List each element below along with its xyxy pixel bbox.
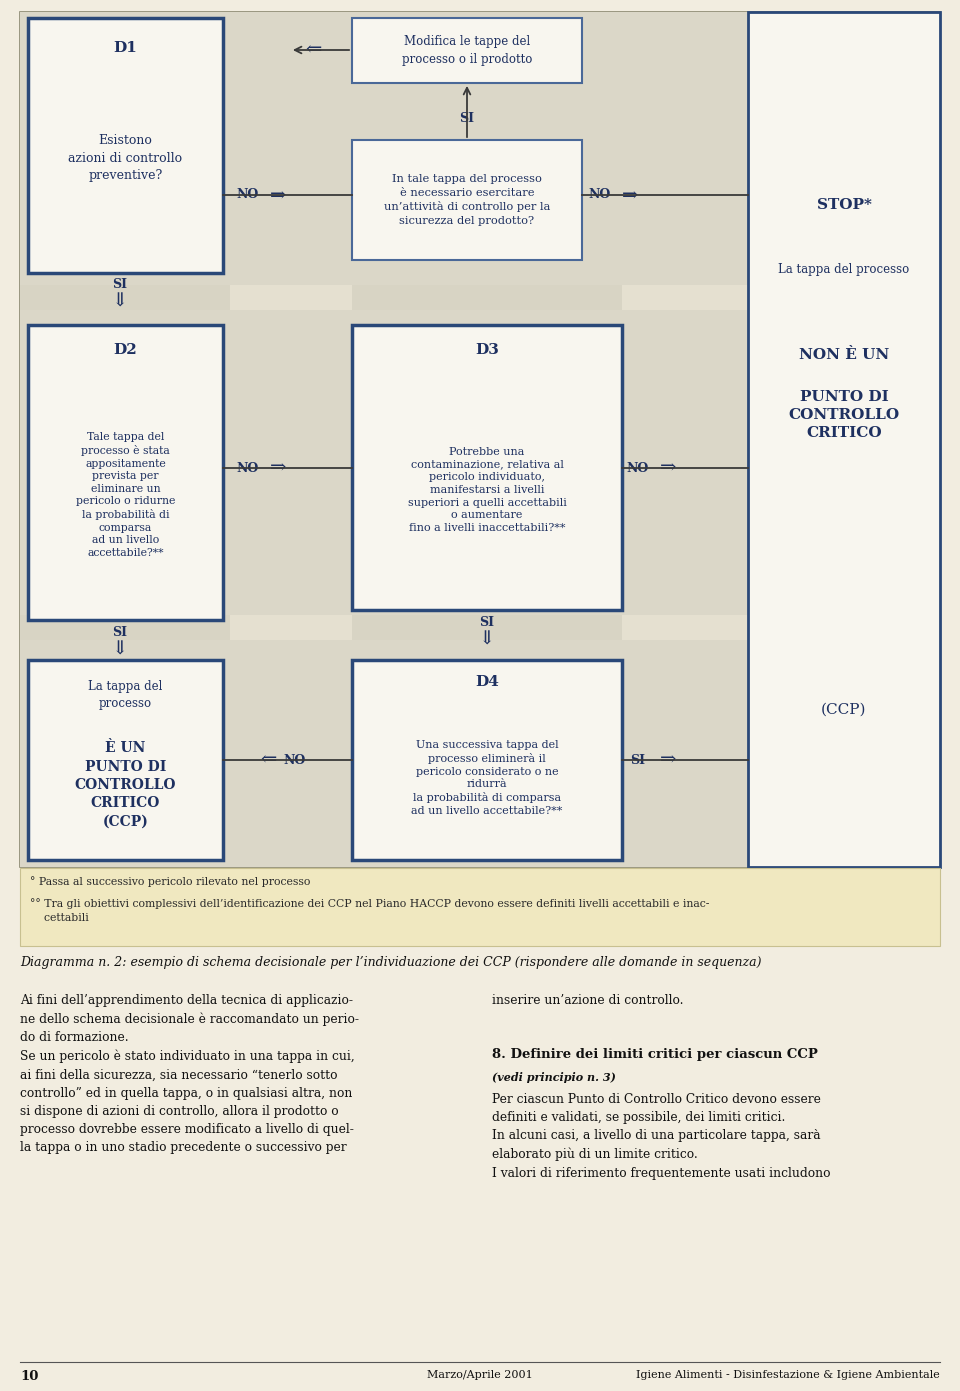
Text: Tale tappa del
processo è stata
appositamente
prevista per
eliminare un
pericolo: Tale tappa del processo è stata apposita… — [76, 433, 175, 558]
Bar — [28, 18, 223, 273]
Text: NO: NO — [588, 189, 612, 202]
Text: Modifica le tappe del
processo o il prodotto: Modifica le tappe del processo o il prod… — [402, 36, 532, 65]
Text: È UN
PUNTO DI
CONTROLLO
CRITICO
(CCP): È UN PUNTO DI CONTROLLO CRITICO (CCP) — [75, 741, 177, 829]
Bar — [28, 325, 223, 620]
Text: PUNTO DI
CONTROLLO
CRITICO: PUNTO DI CONTROLLO CRITICO — [788, 389, 900, 441]
Text: 8. Definire dei limiti critici per ciascun CCP: 8. Definire dei limiti critici per ciasc… — [492, 1047, 818, 1061]
Text: ⇒: ⇒ — [660, 459, 676, 477]
Text: NO: NO — [627, 462, 649, 474]
Text: ⇒: ⇒ — [270, 459, 286, 477]
Text: Esistono
azioni di controllo
preventive?: Esistono azioni di controllo preventive? — [68, 134, 182, 182]
Text: SI: SI — [112, 626, 128, 638]
Bar — [20, 13, 940, 285]
Bar — [20, 868, 940, 946]
Bar — [748, 13, 940, 867]
Bar — [20, 640, 940, 867]
Bar — [20, 310, 940, 615]
Text: ⇒: ⇒ — [270, 186, 286, 204]
Text: Igiene Alimenti - Disinfestazione & Igiene Ambientale: Igiene Alimenti - Disinfestazione & Igie… — [636, 1370, 940, 1380]
Text: ⇒: ⇒ — [660, 751, 676, 769]
Bar — [28, 659, 223, 860]
Text: (vedi principio n. 3): (vedi principio n. 3) — [492, 1072, 616, 1084]
Text: Potrebbe una
contaminazione, relativa al
pericolo individuato,
manifestarsi a li: Potrebbe una contaminazione, relativa al… — [408, 447, 566, 533]
Bar — [352, 325, 622, 611]
Text: ° Passa al successivo pericolo rilevato nel processo: ° Passa al successivo pericolo rilevato … — [30, 876, 310, 887]
Text: ⇒: ⇒ — [622, 186, 638, 204]
Text: (CCP): (CCP) — [821, 702, 867, 716]
Bar — [352, 659, 622, 860]
Bar — [748, 13, 940, 867]
Text: ⇓: ⇓ — [111, 641, 129, 659]
Text: NO: NO — [237, 189, 259, 202]
Text: ⇐: ⇐ — [260, 751, 276, 769]
Text: D3: D3 — [475, 344, 499, 357]
Text: ⇓: ⇓ — [479, 632, 495, 650]
Text: ⇐: ⇐ — [305, 40, 322, 58]
Text: SI: SI — [460, 111, 474, 125]
Text: SI: SI — [631, 754, 645, 766]
Text: Per ciascun Punto di Controllo Critico devono essere
definiti e validati, se pos: Per ciascun Punto di Controllo Critico d… — [492, 1093, 830, 1180]
Text: NO: NO — [284, 754, 306, 766]
Text: inserire un’azione di controllo.: inserire un’azione di controllo. — [492, 995, 684, 1007]
Text: D2: D2 — [113, 344, 137, 357]
Text: Ai fini dell’apprendimento della tecnica di applicazio-
ne dello schema decision: Ai fini dell’apprendimento della tecnica… — [20, 995, 359, 1155]
Text: °° Tra gli obiettivi complessivi dell’identificazione dei CCP nel Piano HACCP de: °° Tra gli obiettivi complessivi dell’id… — [30, 899, 709, 922]
Text: NO: NO — [237, 462, 259, 474]
Text: STOP*: STOP* — [817, 198, 872, 211]
Text: La tappa del
processo: La tappa del processo — [88, 680, 162, 709]
Bar — [352, 13, 622, 867]
Text: SI: SI — [479, 615, 494, 629]
Text: In tale tappa del processo
è necessario esercitare
un’attività di controllo per : In tale tappa del processo è necessario … — [384, 174, 550, 225]
Text: Marzo/Aprile 2001: Marzo/Aprile 2001 — [427, 1370, 533, 1380]
Text: La tappa del processo: La tappa del processo — [779, 263, 910, 277]
Bar — [352, 140, 582, 260]
Bar — [352, 18, 582, 83]
Bar — [20, 13, 230, 867]
Text: NON È UN: NON È UN — [799, 348, 889, 362]
Text: D1: D1 — [113, 40, 137, 56]
Text: D4: D4 — [475, 675, 499, 689]
Text: ⇓: ⇓ — [111, 294, 129, 312]
Text: SI: SI — [112, 277, 128, 291]
Text: 10: 10 — [20, 1370, 38, 1383]
Bar — [20, 13, 940, 867]
Text: Diagramma n. 2: esempio di schema decisionale per l’individuazione dei CCP (risp: Diagramma n. 2: esempio di schema decisi… — [20, 956, 761, 970]
Text: Una successiva tappa del
processo eliminerà il
pericolo considerato o ne
ridurrà: Una successiva tappa del processo elimin… — [411, 740, 563, 817]
